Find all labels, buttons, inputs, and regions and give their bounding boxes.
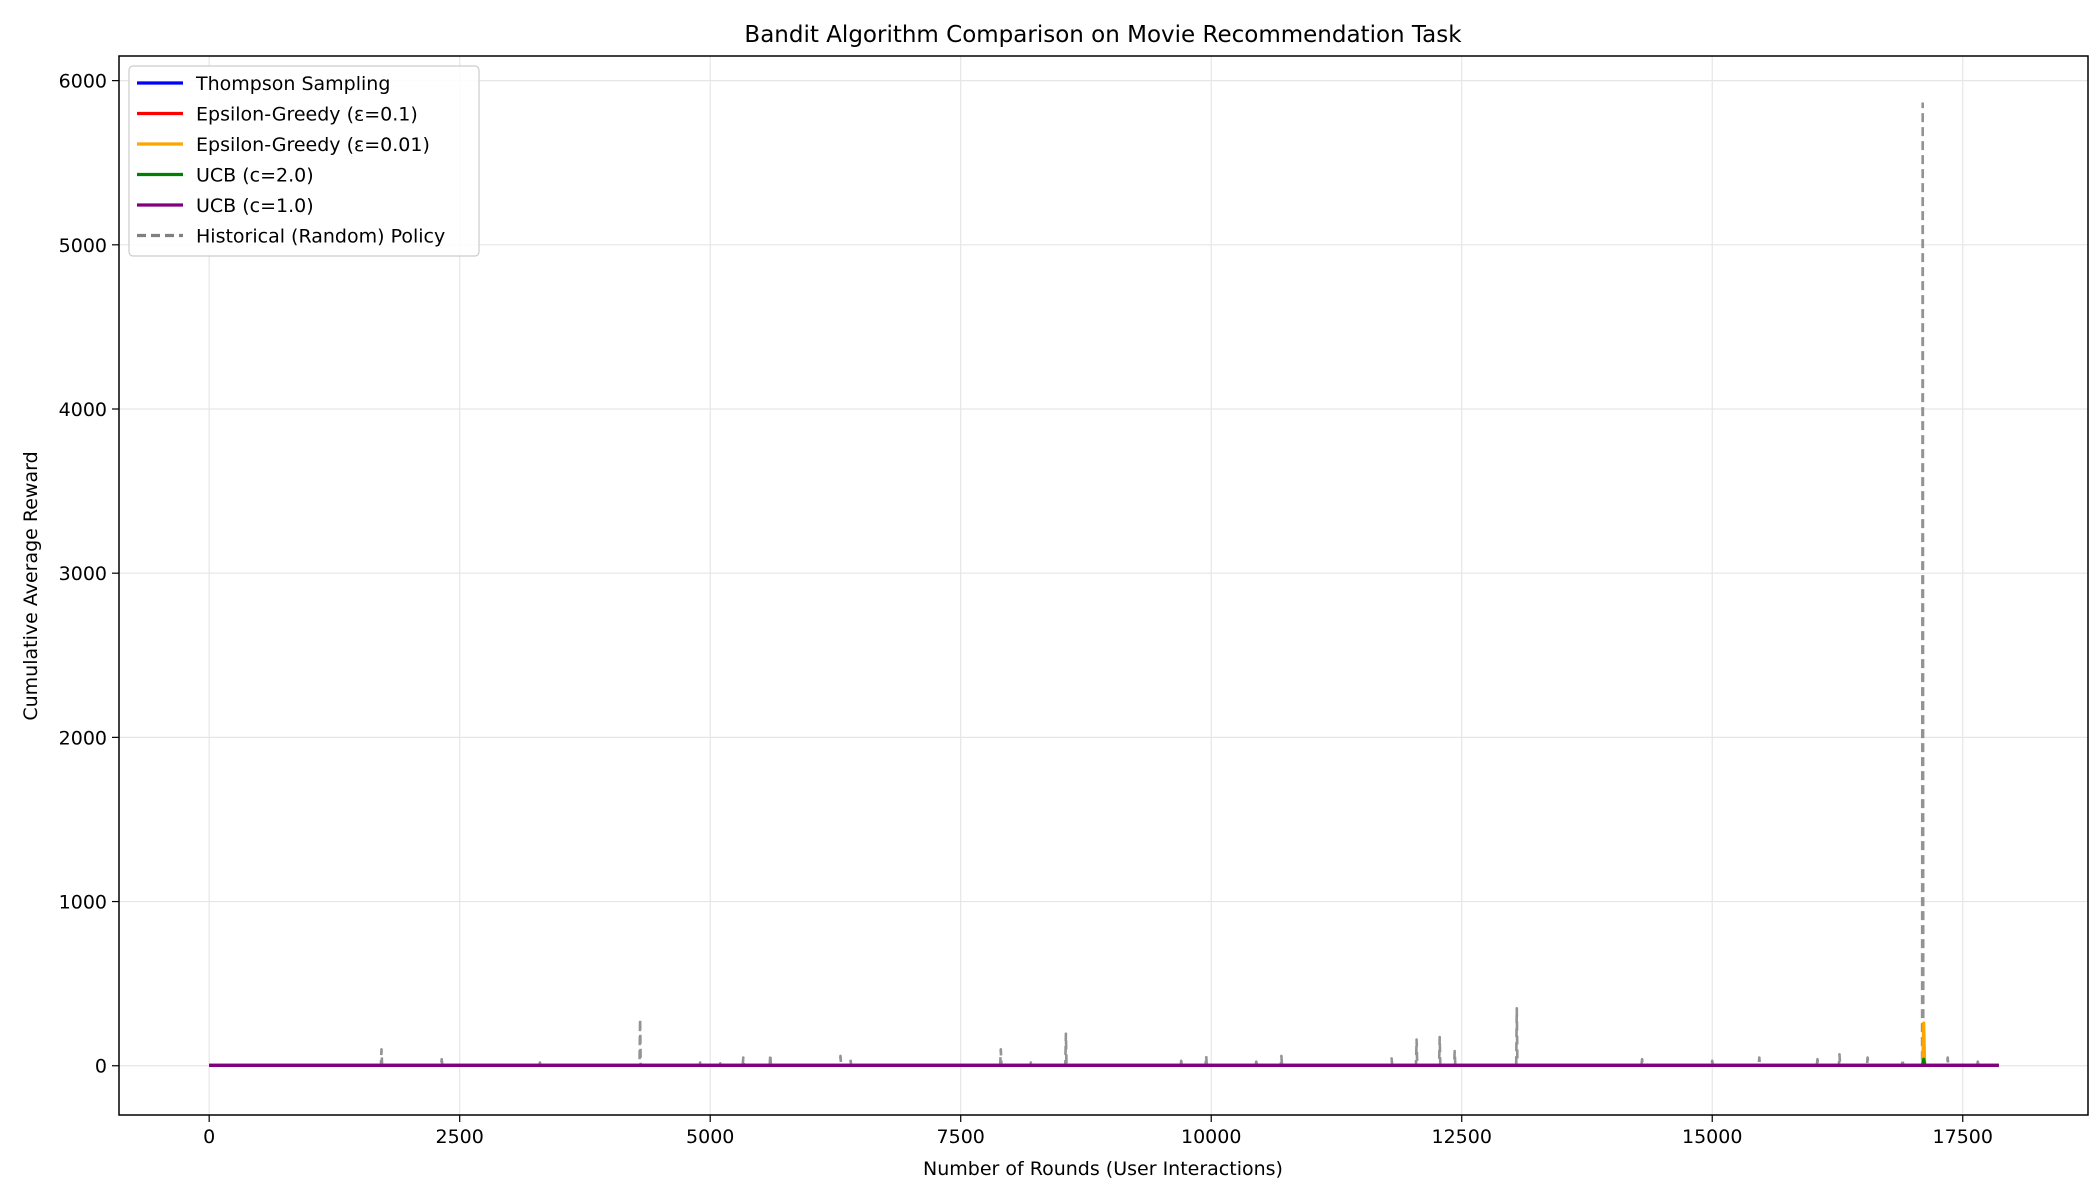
x-tick-label: 0 bbox=[203, 1126, 215, 1148]
legend-label: Epsilon-Greedy (ε=0.1) bbox=[196, 104, 418, 126]
series-lines bbox=[209, 102, 1999, 1068]
legend-label: UCB (c=2.0) bbox=[196, 165, 314, 187]
plot-frame bbox=[118, 55, 2089, 1116]
x-axis-title: Number of Rounds (User Interactions) bbox=[923, 1158, 1283, 1180]
axis-ticks: 0 2500 5000 7500 10000 12500 15000 17500 0 1000 20… bbox=[59, 71, 1993, 1148]
y-tick-label: 6000 bbox=[59, 71, 107, 93]
series-line-historical-random-policy bbox=[209, 102, 1999, 1067]
legend-label: Epsilon-Greedy (ε=0.01) bbox=[196, 134, 430, 156]
legend-label: UCB (c=1.0) bbox=[196, 195, 314, 217]
x-tick-label: 7500 bbox=[937, 1126, 985, 1148]
y-tick-label: 5000 bbox=[59, 235, 107, 257]
legend-entries: Thompson Sampling Epsilon-Greedy (ε=0.1) E… bbox=[137, 73, 445, 248]
y-tick-label: 0 bbox=[95, 1056, 107, 1078]
x-tick-label: 2500 bbox=[436, 1126, 484, 1148]
y-tick-label: 4000 bbox=[59, 399, 107, 421]
x-tick-label: 12500 bbox=[1432, 1126, 1492, 1148]
y-tick-label: 2000 bbox=[59, 727, 107, 749]
legend-label: Historical (Random) Policy bbox=[196, 226, 445, 248]
legend-box bbox=[128, 65, 480, 257]
chart-title: Bandit Algorithm Comparison on Movie Rec… bbox=[744, 22, 1462, 48]
legend-label: Thompson Sampling bbox=[195, 73, 390, 95]
x-tick-label: 5000 bbox=[686, 1126, 734, 1148]
x-tick-label: 17500 bbox=[1933, 1126, 1993, 1148]
x-tick-label: 10000 bbox=[1181, 1126, 1241, 1148]
y-tick-label: 1000 bbox=[59, 892, 107, 914]
legend: Thompson Sampling Epsilon-Greedy (ε=0.1) E… bbox=[128, 65, 480, 257]
x-tick-label: 15000 bbox=[1682, 1126, 1742, 1148]
y-tick-label: 3000 bbox=[59, 563, 107, 585]
y-axis-title: Cumulative Average Reward bbox=[20, 451, 42, 720]
